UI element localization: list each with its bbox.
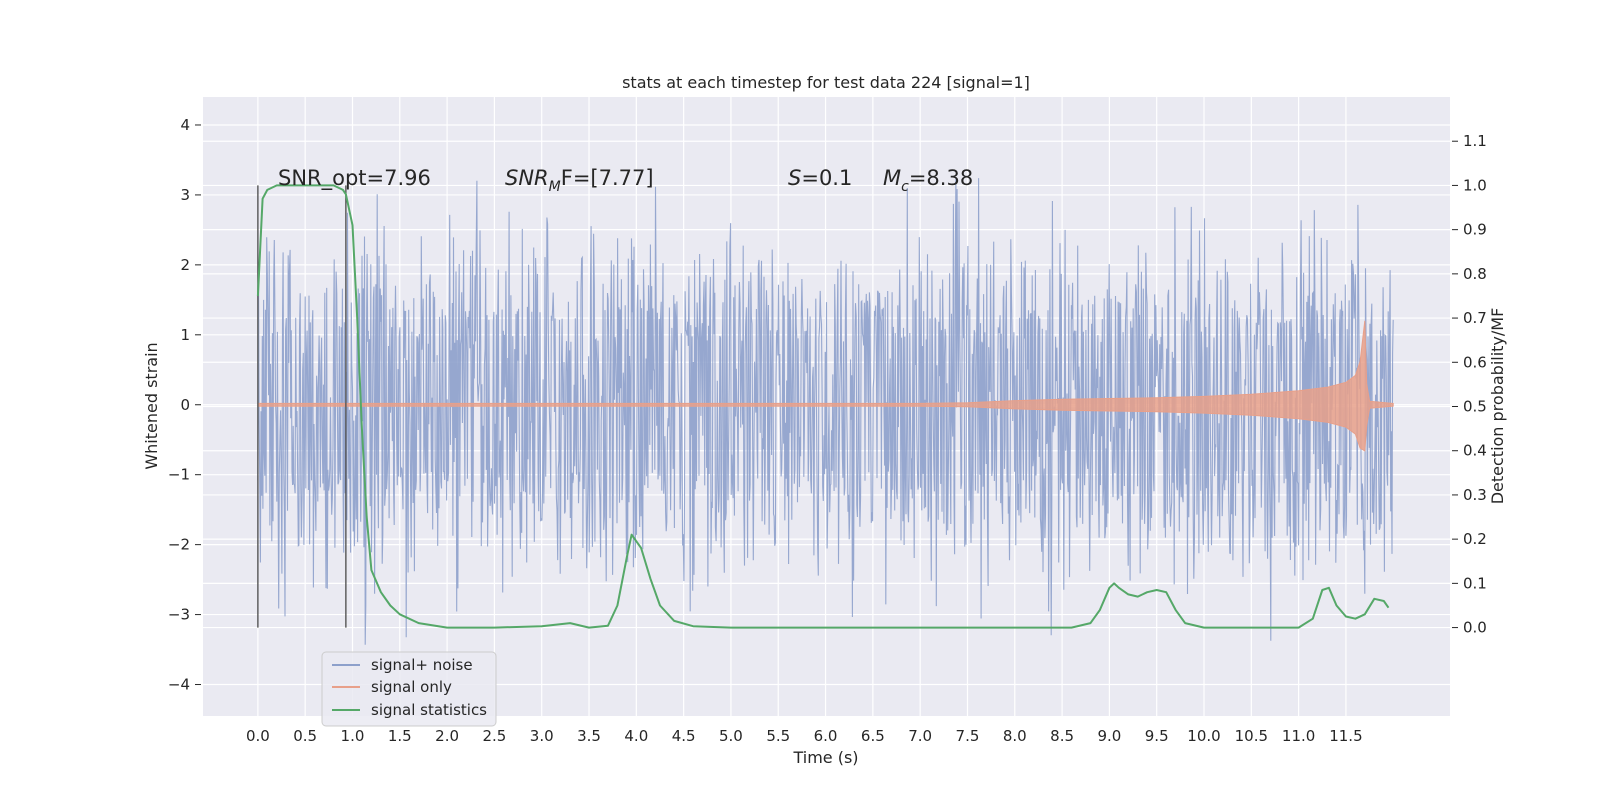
- x-tick-label: 9.0: [1097, 727, 1121, 745]
- annotation-mc-main: M: [883, 166, 901, 190]
- x-tick-label: 9.5: [1145, 727, 1169, 745]
- y-right-tick-label: 0.5: [1463, 398, 1487, 416]
- x-tick-label: 2.0: [435, 727, 459, 745]
- x-tick-label: 5.0: [719, 727, 743, 745]
- y-tick-label: −4: [168, 676, 190, 694]
- stats-layer: [256, 184, 1390, 629]
- y-right-tick-label: 0.0: [1463, 619, 1487, 637]
- x-tick-label: 11.0: [1282, 727, 1315, 745]
- marker-layer: [257, 185, 347, 628]
- x-tick-label: 4.5: [672, 727, 696, 745]
- x-tick-label: 11.5: [1329, 727, 1362, 745]
- annotation-snr-mf-sub: M: [549, 179, 561, 195]
- x-tick-label: 8.0: [1003, 727, 1027, 745]
- y-tick-label: −3: [168, 606, 190, 624]
- chirp-layer: [257, 320, 1394, 452]
- series-signal-noise: [257, 177, 1394, 645]
- x-tick-label: 3.5: [577, 727, 601, 745]
- legend-label-noise: signal+ noise: [371, 656, 473, 674]
- y-axis-label: Whitened strain: [142, 342, 161, 469]
- y-right-tick-label: 0.3: [1463, 486, 1487, 504]
- y-right-tick-label: 1.0: [1463, 176, 1487, 194]
- y-right-tick-label: 0.4: [1463, 442, 1487, 460]
- x-tick-label: 0.0: [246, 727, 270, 745]
- annotation-s-main: S: [788, 166, 801, 190]
- y-tick-label: −1: [168, 466, 190, 484]
- series-signal-only: [257, 320, 1394, 452]
- y-tick-label: 3: [180, 186, 190, 204]
- y-tick-label: 0: [180, 396, 190, 414]
- x-tick-label: 5.5: [766, 727, 790, 745]
- x-tick-label: 7.5: [956, 727, 980, 745]
- annotation-mc-sub: c: [901, 179, 909, 195]
- annotation-s: S=0.1: [788, 166, 852, 190]
- x-tick-label: 6.5: [861, 727, 885, 745]
- legend-label-stats: signal statistics: [371, 701, 487, 719]
- x-axis-label: Time (s): [792, 748, 858, 767]
- annotation-snr-opt: SNR_opt=7.96: [278, 166, 431, 191]
- annotation-s-rest: =0.1: [801, 166, 852, 190]
- annotation-mc-rest: =8.38: [909, 166, 973, 190]
- y-tick-label: −2: [168, 536, 190, 554]
- x-tick-label: 1.0: [341, 727, 365, 745]
- y-right-tick-label: 0.9: [1463, 221, 1487, 239]
- annotation-snr-mf-main: SNR: [505, 166, 549, 190]
- x-tick-label: 3.0: [530, 727, 554, 745]
- legend: signal+ noise signal only signal statist…: [321, 651, 497, 727]
- y-right-tick-label: 0.6: [1463, 353, 1487, 371]
- x-tick-label: 6.0: [814, 727, 838, 745]
- noise-layer: [257, 177, 1394, 645]
- y-axis-right-label: Detection probability/MF: [1488, 308, 1507, 505]
- annotations: SNR_opt=7.96 SNRMF=[7.77] S=0.1 Mc=8.38: [278, 166, 973, 195]
- series-signal-statistics: [256, 184, 1390, 629]
- y-right-tick-label: 1.1: [1463, 132, 1487, 150]
- x-tick-label: 0.5: [293, 727, 317, 745]
- x-tick-label: 2.5: [482, 727, 506, 745]
- legend-label-signal: signal only: [371, 678, 452, 696]
- x-tick-label: 10.0: [1187, 727, 1220, 745]
- y-right-tick-label: 0.7: [1463, 309, 1487, 327]
- x-tick-label: 10.5: [1235, 727, 1268, 745]
- legend-box: [321, 651, 497, 727]
- annotation-snr-mf: SNRMF=[7.77]: [505, 166, 654, 195]
- y-right-tick-label: 0.8: [1463, 265, 1487, 283]
- chart-title: stats at each timestep for test data 224…: [622, 73, 1030, 92]
- y-right-tick-label: 0.1: [1463, 574, 1487, 592]
- tick-layer: 0.0 0.5 1.0 1.5 2.0 2.5 3.0 3.5 4.0 4.5 5.0 5.5 6.0 6…: [168, 116, 1487, 745]
- x-tick-label: 4.0: [624, 727, 648, 745]
- x-tick-label: 8.5: [1050, 727, 1074, 745]
- y-right-tick-label: 0.2: [1463, 530, 1487, 548]
- y-tick-label: 1: [180, 326, 190, 344]
- y-tick-label: 4: [180, 116, 190, 134]
- y-tick-label: 2: [180, 256, 190, 274]
- x-tick-label: 7.0: [908, 727, 932, 745]
- annotation-mc: Mc=8.38: [883, 166, 973, 195]
- x-tick-label: 1.5: [388, 727, 412, 745]
- annotation-snr-mf-rest: F=[7.77]: [561, 166, 654, 190]
